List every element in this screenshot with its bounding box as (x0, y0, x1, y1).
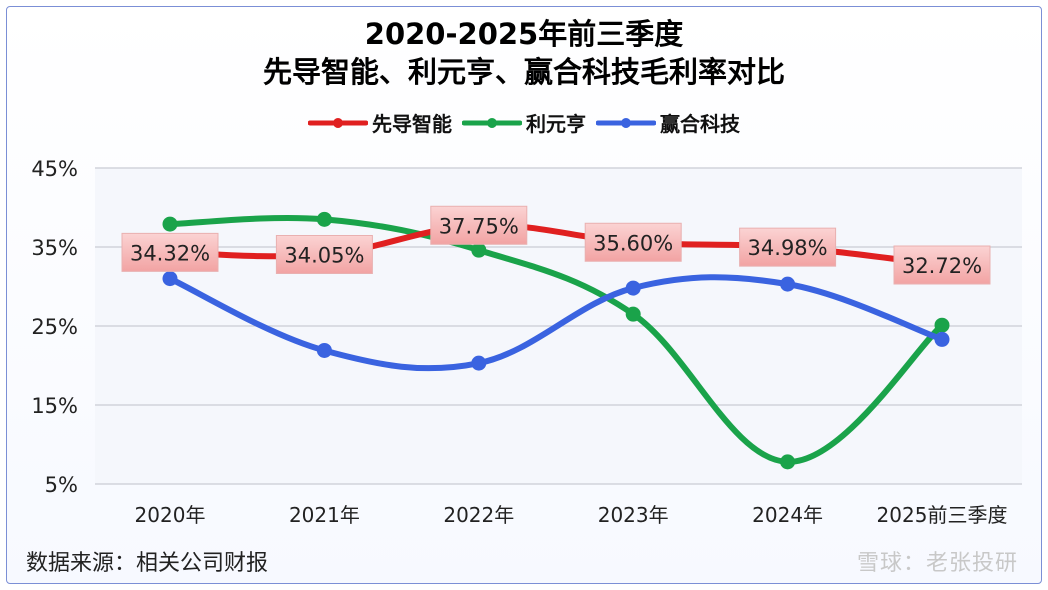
watermark: 雪球：老张投研 (856, 551, 1018, 576)
data-label: 32.72% (902, 254, 982, 278)
data-label-box (584, 222, 682, 262)
data-label: 35.60% (593, 231, 673, 255)
legend-label-yinghe: 赢合科技 (660, 112, 740, 136)
y-tick-label: 5% (45, 473, 78, 497)
data-point-yinghe (316, 342, 332, 358)
data-point-liyuanheng (625, 306, 641, 322)
series-line-yinghe (167, 274, 945, 372)
data-point-yinghe (934, 331, 950, 347)
x-tick-label: 2022年 (443, 503, 514, 527)
data-source-note: 数据来源：相关公司财报 (26, 551, 269, 576)
x-tick-label: 2020年 (135, 503, 206, 527)
data-point-liyuanheng (934, 317, 950, 333)
legend-swatch-yinghe (596, 117, 656, 128)
x-tick-label: 2024年 (752, 503, 823, 527)
data-point-liyuanheng (780, 454, 796, 470)
x-tick-label: 2023年 (598, 503, 669, 527)
legend-swatch-dot-xiandao (333, 117, 343, 128)
y-tick-label: 15% (31, 394, 78, 418)
x-tick-label: 2025前三季度 (877, 503, 1008, 527)
legend-swatch-dot-liyuanheng (487, 117, 497, 128)
data-label-box (739, 227, 837, 267)
data-label-box (121, 232, 219, 272)
data-point-yinghe (625, 280, 641, 296)
legend-swatch-xiandao (308, 117, 368, 128)
data-point-yinghe (780, 276, 796, 292)
y-tick-label: 45% (31, 157, 78, 181)
legend-label-xiandao: 先导智能 (372, 112, 452, 136)
legend-swatch-dot-yinghe (621, 117, 631, 128)
data-label-box (430, 205, 528, 245)
data-point-yinghe (162, 271, 178, 287)
data-point-liyuanheng (316, 211, 332, 227)
chart-legend: 先导智能 利元亨 赢合科技 (0, 108, 1048, 137)
data-point-yinghe (471, 355, 487, 371)
data-label: 34.32% (130, 241, 210, 265)
x-tick-label: 2021年 (289, 503, 360, 527)
legend-item-xiandao: 先导智能 (308, 108, 452, 137)
data-label: 37.75% (439, 214, 519, 238)
data-label: 34.05% (284, 244, 364, 268)
chart-title-line1: 2020-2025年前三季度 (364, 17, 684, 51)
data-label: 34.98% (748, 236, 828, 260)
legend-label-liyuanheng: 利元亨 (526, 112, 586, 136)
data-point-liyuanheng (162, 216, 178, 232)
y-tick-label: 25% (31, 315, 78, 339)
data-point-liyuanheng (471, 242, 487, 258)
legend-item-liyuanheng: 利元亨 (462, 108, 586, 137)
y-tick-label: 35% (31, 236, 78, 260)
legend-item-yinghe: 赢合科技 (596, 108, 740, 137)
legend-swatch-liyuanheng (462, 117, 522, 128)
chart-title-line2: 先导智能、利元亨、赢合科技毛利率对比 (262, 55, 785, 89)
data-label-box (893, 245, 991, 285)
data-label-box (275, 235, 373, 275)
